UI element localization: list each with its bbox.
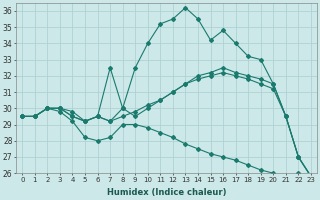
X-axis label: Humidex (Indice chaleur): Humidex (Indice chaleur) [107,188,226,197]
